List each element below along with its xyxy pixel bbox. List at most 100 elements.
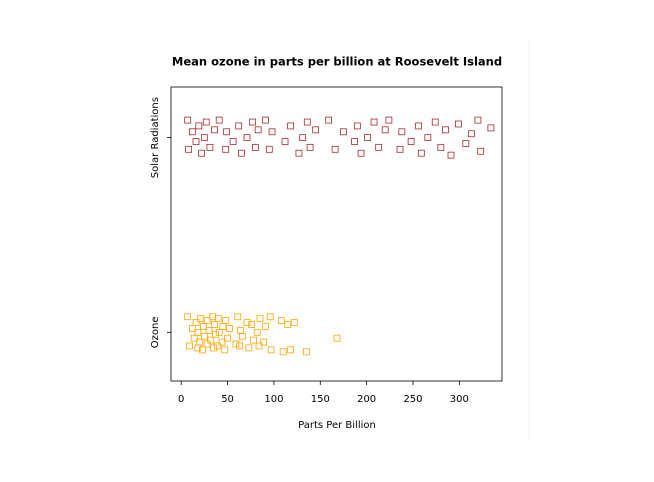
point	[290, 319, 298, 326]
point	[245, 344, 253, 352]
point	[279, 348, 287, 356]
point	[266, 313, 274, 321]
point	[219, 323, 227, 330]
point	[211, 126, 218, 134]
point	[306, 143, 314, 151]
point	[398, 128, 406, 136]
point	[281, 138, 289, 145]
point	[284, 321, 292, 328]
point	[417, 149, 425, 157]
x-tick-label: 250	[403, 394, 422, 405]
x-tick-label: 100	[264, 394, 283, 405]
point	[253, 328, 261, 336]
point	[207, 336, 215, 344]
point	[248, 321, 256, 328]
point	[221, 346, 229, 354]
point	[195, 122, 203, 130]
point	[235, 122, 243, 130]
point	[431, 118, 439, 126]
point	[447, 151, 455, 159]
x-tick-label: 300	[450, 394, 469, 405]
point	[184, 116, 192, 124]
point	[203, 317, 211, 325]
point	[487, 124, 495, 132]
point	[223, 128, 231, 136]
point	[238, 149, 245, 157]
point	[265, 145, 273, 153]
point	[192, 319, 200, 326]
point	[222, 145, 230, 153]
point	[331, 145, 339, 153]
point	[249, 118, 256, 126]
point	[474, 116, 482, 124]
point	[424, 134, 432, 142]
point	[381, 126, 389, 134]
point	[295, 149, 303, 157]
point	[364, 134, 371, 142]
point	[196, 338, 204, 346]
chart-title: Mean ozone in parts per billion at Roose…	[172, 55, 502, 69]
point	[222, 317, 230, 325]
point	[312, 126, 320, 134]
point	[262, 116, 269, 124]
point	[202, 118, 210, 126]
point	[260, 338, 268, 346]
point	[210, 344, 218, 352]
point	[214, 315, 222, 323]
point	[188, 325, 196, 332]
point	[462, 140, 470, 147]
point	[287, 122, 295, 130]
point	[199, 346, 206, 354]
point	[194, 328, 202, 336]
point	[206, 143, 214, 151]
point	[209, 313, 217, 321]
point	[238, 332, 246, 340]
point	[455, 120, 462, 128]
point	[353, 122, 361, 130]
x-axis-label: Parts Per Billion	[298, 420, 376, 431]
point	[375, 143, 383, 151]
point	[218, 338, 226, 346]
point	[477, 147, 485, 155]
point	[396, 145, 404, 153]
point	[299, 134, 307, 142]
point	[184, 313, 192, 321]
point	[357, 149, 365, 157]
point	[351, 138, 358, 145]
point	[200, 332, 208, 340]
point	[468, 130, 475, 138]
point	[254, 126, 262, 134]
point	[256, 315, 264, 323]
point	[340, 128, 347, 136]
point	[215, 328, 223, 336]
point	[229, 138, 237, 145]
point	[212, 330, 219, 338]
point	[243, 134, 251, 142]
point	[255, 342, 263, 350]
point	[277, 317, 285, 325]
point	[224, 334, 231, 342]
point	[407, 138, 415, 145]
point	[333, 334, 341, 342]
point	[236, 342, 244, 350]
plot-frame	[170, 86, 503, 382]
point	[213, 342, 221, 350]
point	[197, 315, 205, 323]
point	[194, 344, 202, 352]
x-tick-label: 50	[221, 394, 234, 405]
point	[185, 145, 193, 153]
point	[211, 321, 218, 328]
point	[370, 118, 378, 126]
point	[237, 326, 244, 334]
point	[262, 323, 269, 330]
x-tick-label: 0	[178, 394, 184, 405]
y-tick-label: Ozone	[150, 316, 161, 348]
point	[268, 128, 276, 136]
point	[205, 326, 213, 334]
point	[385, 116, 393, 124]
point	[200, 323, 207, 330]
point	[186, 342, 193, 350]
point	[250, 336, 257, 344]
point	[188, 128, 196, 136]
